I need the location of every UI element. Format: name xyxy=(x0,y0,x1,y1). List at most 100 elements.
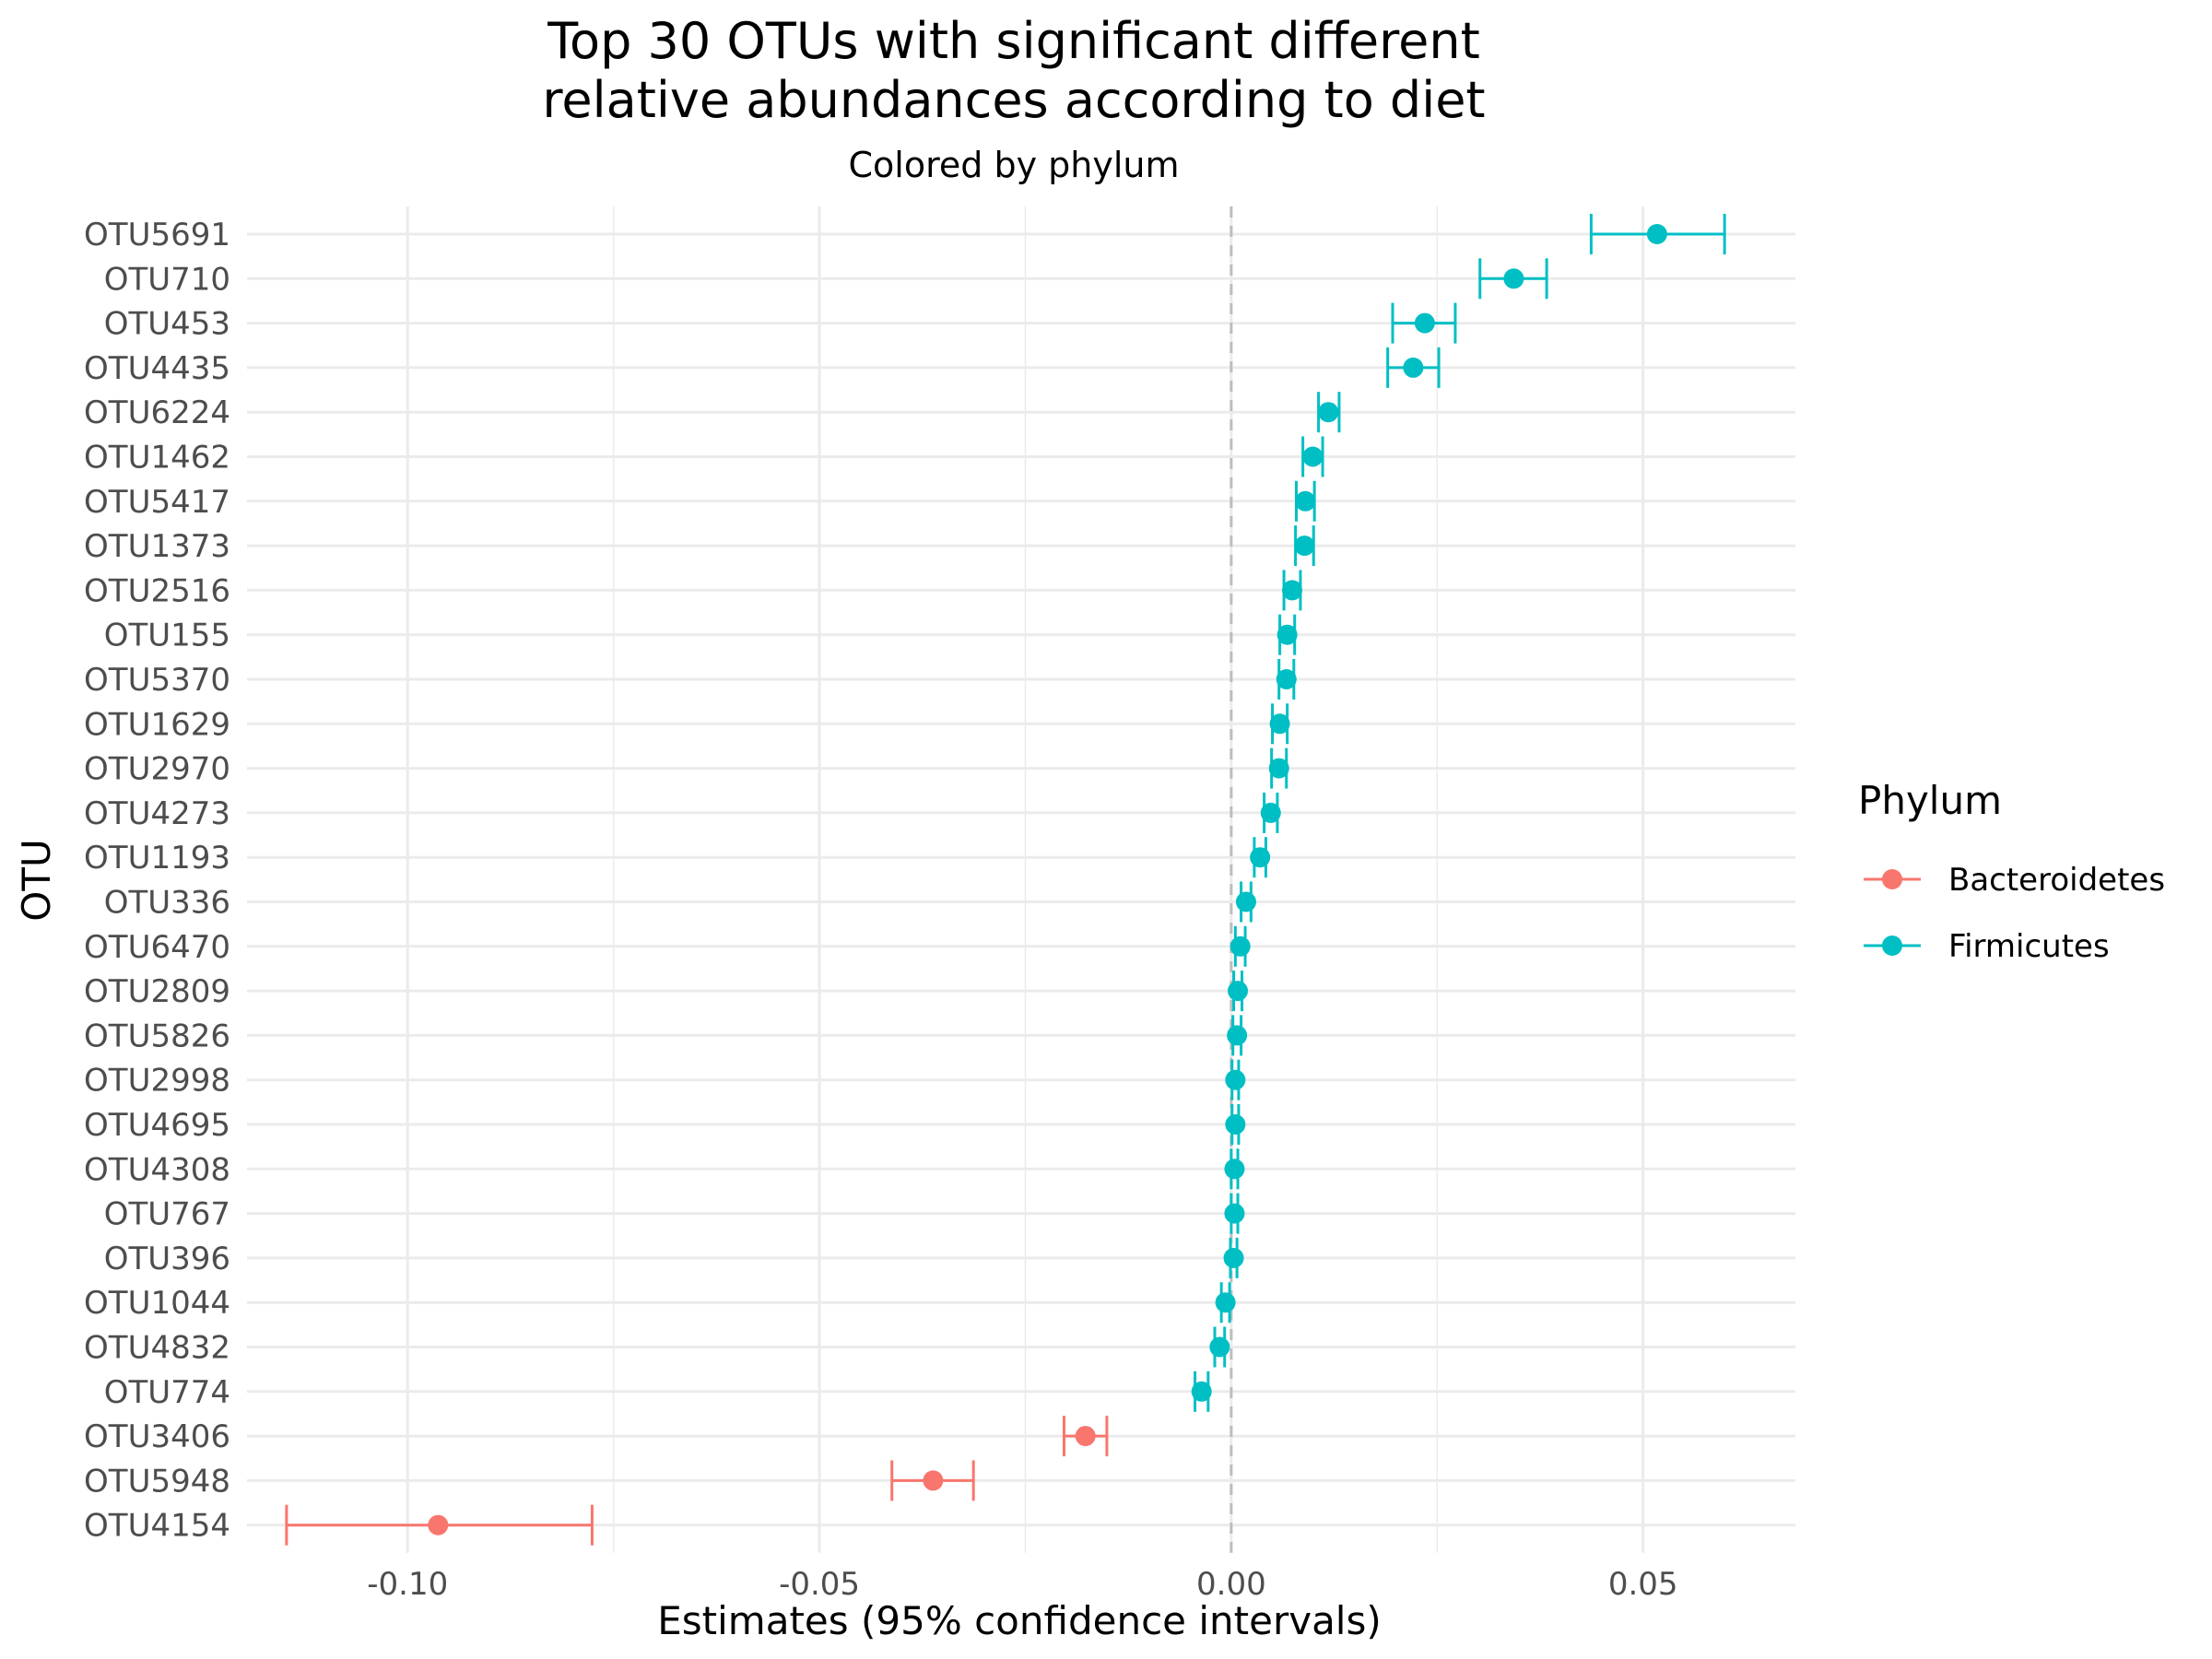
estimate-point xyxy=(1282,580,1302,601)
x-tick-label: -0.10 xyxy=(367,1566,448,1603)
otu-estimate-group xyxy=(1391,302,1457,344)
estimate-point xyxy=(1075,1426,1096,1447)
otu-estimate-group xyxy=(1276,659,1297,700)
y-tick-label: OTU2516 xyxy=(84,572,230,609)
otu-estimate-group xyxy=(1225,1104,1246,1145)
y-tick-label: OTU3406 xyxy=(84,1418,230,1455)
otu-estimate-group xyxy=(1478,258,1548,300)
estimate-point xyxy=(1277,624,1298,645)
otu-estimate-group xyxy=(890,1460,975,1501)
otu-estimate-group xyxy=(1317,392,1341,433)
otu-estimate-group xyxy=(1215,1282,1236,1324)
otu-estimate-group xyxy=(1224,1193,1245,1234)
estimate-point xyxy=(1295,490,1316,512)
estimate-point xyxy=(1294,535,1315,557)
estimate-point xyxy=(1215,1292,1236,1313)
y-tick-labels: OTU5691 OTU710 OTU453 OTU4435 OTU6224 OTU1462… xyxy=(84,217,230,1545)
otu-estimate-group xyxy=(1260,792,1281,833)
legend-entry: Bacteroidetes xyxy=(1864,862,2165,899)
otu-estimate-group xyxy=(1589,214,1726,254)
y-tick-label: OTU5417 xyxy=(84,484,230,521)
y-tick-label: OTU5948 xyxy=(84,1463,230,1500)
estimate-point xyxy=(1223,1247,1244,1268)
estimate-point xyxy=(428,1514,449,1535)
otu-estimate-group xyxy=(1294,525,1315,567)
x-tick-labels: -0.10 -0.05 0.00 0.05 xyxy=(367,1566,1677,1603)
y-tick-label: OTU2970 xyxy=(84,751,230,788)
estimate-point xyxy=(1268,758,1289,779)
otu-estimate-group xyxy=(1225,1059,1246,1100)
estimate-point xyxy=(1318,402,1339,423)
estimate-point xyxy=(1302,446,1324,467)
otu-estimate-group xyxy=(1301,436,1324,477)
legend-key-point xyxy=(1882,869,1902,889)
estimate-point xyxy=(1191,1381,1212,1402)
otu-estimate-group xyxy=(285,1504,594,1546)
x-tick-label: 0.00 xyxy=(1196,1566,1266,1603)
y-tick-label: OTU1462 xyxy=(84,440,230,477)
legend: Phylum Bacteroidetes Firmicutes xyxy=(1858,778,2165,965)
legend-label: Firmicutes xyxy=(1948,928,2110,965)
otu-estimate-group xyxy=(1268,747,1289,789)
y-tick-label: OTU396 xyxy=(104,1241,230,1277)
x-axis-title: Estimates (95% confidence intervals) xyxy=(657,1598,1382,1643)
otu-estimate-group xyxy=(1277,614,1298,655)
legend-entry: Firmicutes xyxy=(1864,928,2110,965)
y-tick-label: OTU4154 xyxy=(84,1508,230,1545)
otu-estimate-group xyxy=(1223,1237,1244,1278)
estimate-point xyxy=(923,1470,944,1491)
y-tick-label: OTU774 xyxy=(104,1374,230,1411)
otu-estimate-group xyxy=(1230,925,1251,967)
y-tick-label: OTU710 xyxy=(104,261,230,298)
y-tick-label: OTU4435 xyxy=(84,350,230,387)
estimate-point xyxy=(1225,1114,1246,1135)
y-tick-label: OTU767 xyxy=(104,1196,230,1233)
otu-estimate-group xyxy=(1269,703,1290,745)
y-tick-label: OTU5826 xyxy=(84,1018,230,1054)
legend-title: Phylum xyxy=(1858,778,2002,823)
x-tick-label: 0.05 xyxy=(1608,1566,1678,1603)
otu-estimate-group xyxy=(1386,347,1441,388)
otu-estimate-group xyxy=(1062,1416,1109,1457)
otu-estimate-group xyxy=(1224,1148,1245,1190)
y-axis-title: OTU xyxy=(14,839,59,921)
y-tick-label: OTU2998 xyxy=(84,1063,230,1100)
chart-subtitle: Colored by phylum xyxy=(849,145,1180,185)
estimate-point xyxy=(1230,935,1251,957)
estimate-point xyxy=(1276,669,1297,689)
chart-title-line2: relative abundances according to diet xyxy=(542,71,1485,129)
y-tick-label: OTU2809 xyxy=(84,973,230,1010)
legend-key-point xyxy=(1882,935,1902,956)
otu-estimate-group xyxy=(1235,881,1256,923)
y-tick-label: OTU6224 xyxy=(84,394,230,431)
estimate-point xyxy=(1209,1336,1230,1358)
y-tick-label: OTU1629 xyxy=(84,706,230,743)
otu-estimate-group xyxy=(1209,1326,1230,1368)
y-tick-label: OTU1373 xyxy=(84,528,230,565)
estimate-point xyxy=(1225,1069,1246,1090)
y-tick-label: OTU1044 xyxy=(84,1285,230,1322)
y-tick-label: OTU155 xyxy=(104,618,230,654)
estimate-point xyxy=(1250,847,1271,868)
y-tick-label: OTU336 xyxy=(104,885,230,922)
estimate-point xyxy=(1227,1025,1248,1046)
chart-title-line1: Top 30 OTUs with significant different xyxy=(547,12,1480,70)
y-tick-label: OTU4695 xyxy=(84,1107,230,1144)
estimate-point xyxy=(1646,224,1667,244)
estimate-point xyxy=(1503,268,1524,289)
y-tick-label: OTU453 xyxy=(104,306,230,343)
estimate-point xyxy=(1228,981,1249,1002)
otu-estimate-group xyxy=(1250,837,1271,878)
otu-estimate-group xyxy=(1228,971,1249,1012)
otu-estimate-group xyxy=(1294,480,1316,522)
estimate-point xyxy=(1224,1203,1245,1224)
otu-estimate-group xyxy=(1191,1371,1212,1412)
y-tick-label: OTU4273 xyxy=(84,795,230,832)
y-tick-label: OTU4832 xyxy=(84,1330,230,1367)
estimate-point xyxy=(1269,713,1290,735)
estimate-point xyxy=(1235,891,1256,912)
y-tick-label: OTU1193 xyxy=(84,840,230,877)
